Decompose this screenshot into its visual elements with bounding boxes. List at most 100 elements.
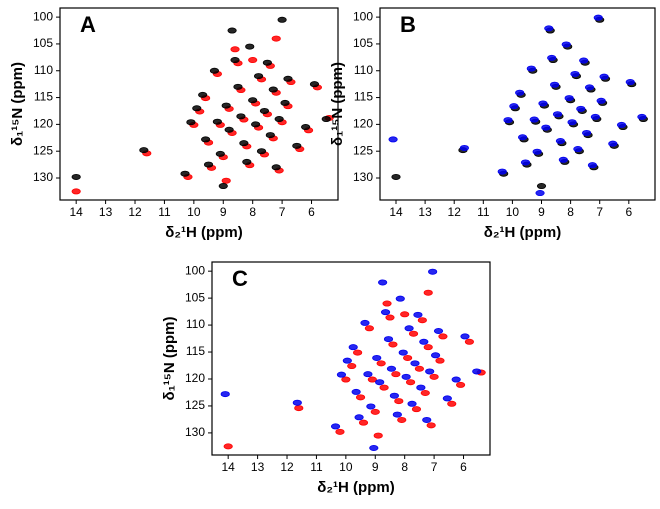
peak [280, 99, 290, 106]
peak [192, 105, 202, 112]
peak [460, 333, 470, 340]
y-tick-label: 120 [185, 371, 205, 385]
y-tick-label: 100 [185, 263, 205, 277]
peak [277, 16, 287, 23]
peak [392, 411, 402, 418]
peak [139, 147, 149, 154]
x-tick-label: 10 [339, 460, 353, 474]
peak [535, 190, 545, 197]
peak [517, 134, 528, 141]
peak [408, 330, 419, 337]
peak [274, 116, 284, 123]
peak [321, 116, 331, 123]
x-tick-label: 9 [538, 205, 545, 219]
peak [363, 371, 373, 378]
peak [380, 309, 391, 316]
peak [520, 159, 531, 166]
peak [625, 79, 635, 86]
peak [394, 398, 404, 405]
peak [203, 161, 214, 168]
peak [292, 142, 302, 149]
peak [251, 121, 261, 128]
peak [430, 352, 441, 359]
peak [411, 406, 422, 413]
peak [529, 116, 539, 123]
peak [388, 341, 398, 348]
peak [397, 416, 407, 423]
peak [215, 150, 225, 157]
peak [573, 146, 583, 153]
peak [301, 124, 311, 131]
peaks [388, 14, 648, 197]
panel-label: C [232, 266, 248, 291]
peak [351, 388, 361, 395]
peak [180, 170, 190, 177]
peaks [71, 16, 334, 195]
x-tick-label: 8 [249, 205, 256, 219]
x-tick-label: 10 [187, 205, 201, 219]
peak [401, 373, 411, 380]
peak [268, 86, 278, 93]
peak [590, 113, 600, 120]
peak [420, 390, 430, 397]
x-tick-label: 12 [280, 460, 294, 474]
peak [223, 443, 233, 450]
peak [455, 381, 466, 388]
peak [233, 83, 243, 90]
y-tick-label: 130 [33, 170, 53, 184]
peak [373, 432, 383, 439]
peak [248, 97, 258, 104]
panel-label: A [80, 12, 96, 37]
peak [423, 289, 433, 296]
peak [567, 119, 577, 126]
y-tick-label: 130 [185, 425, 205, 439]
peak [509, 103, 519, 110]
peak [433, 328, 444, 335]
x-tick-label: 7 [596, 205, 603, 219]
peak [248, 57, 258, 64]
peak [364, 325, 374, 332]
peak [354, 414, 364, 421]
peak [201, 136, 211, 143]
peak [221, 177, 231, 184]
peak [497, 168, 507, 175]
peak [464, 338, 475, 345]
peak [426, 422, 436, 429]
peak [71, 173, 81, 180]
peak [388, 136, 398, 143]
peak [221, 102, 231, 109]
peak [230, 46, 240, 53]
peak [256, 148, 267, 155]
peak [407, 400, 417, 407]
peaks [220, 268, 486, 451]
peak [348, 344, 358, 351]
peak [608, 140, 618, 147]
peak [414, 365, 424, 372]
peak [336, 371, 347, 378]
y-tick-label: 125 [33, 143, 53, 157]
peak [558, 156, 568, 163]
peak [271, 164, 281, 171]
peak [376, 360, 386, 367]
peak [294, 405, 304, 412]
peak [435, 357, 445, 364]
peak [413, 311, 423, 318]
peak [564, 95, 574, 102]
x-tick-label: 12 [128, 205, 142, 219]
plot-frame [379, 7, 656, 201]
peak [259, 107, 270, 114]
peak [242, 158, 252, 165]
peak [283, 75, 293, 82]
x-tick-label: 13 [418, 205, 432, 219]
peak [532, 148, 542, 155]
peak [378, 279, 388, 286]
peak [404, 325, 414, 332]
peak [253, 73, 264, 80]
peak [447, 400, 457, 407]
peak [341, 376, 351, 383]
y-tick-label: 130 [353, 170, 373, 184]
peak [547, 54, 557, 61]
peak [342, 357, 352, 364]
peak [369, 444, 379, 451]
peak [198, 91, 208, 98]
